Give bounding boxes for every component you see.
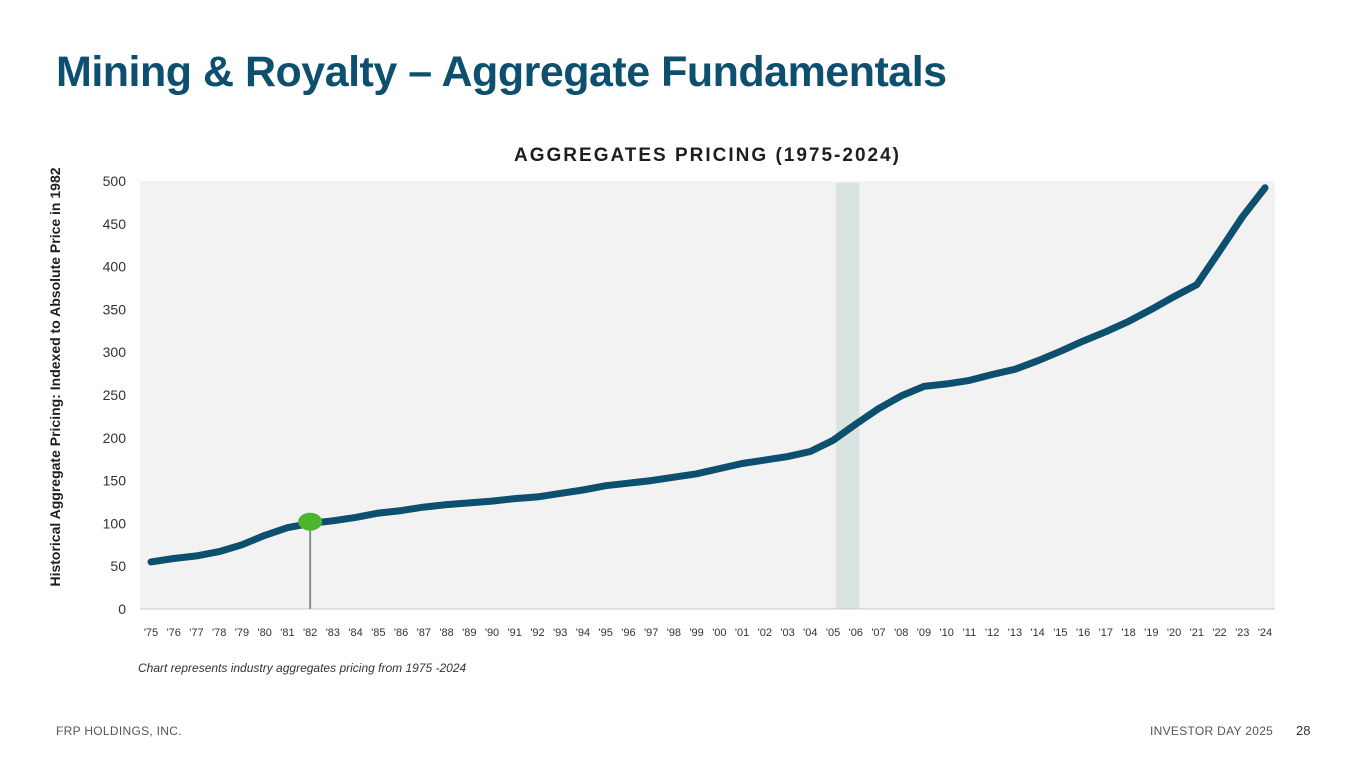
page-number: 28 xyxy=(1296,723,1311,738)
x-tick-label: '81 xyxy=(280,627,294,639)
y-tick-label: 400 xyxy=(103,259,127,275)
x-tick-label: '04 xyxy=(803,627,817,639)
y-tick-label: 450 xyxy=(103,216,127,232)
x-tick-label: '83 xyxy=(326,627,340,639)
x-tick-label: '87 xyxy=(417,627,431,639)
x-tick-label: '88 xyxy=(439,627,453,639)
company-name: FRP HOLDINGS, INC. xyxy=(56,724,182,738)
x-tick-label: '03 xyxy=(780,627,794,639)
y-tick-label: 200 xyxy=(103,430,127,446)
x-tick-label: '85 xyxy=(371,627,385,639)
x-tick-label: '07 xyxy=(871,627,885,639)
chart-note: Chart represents industry aggregates pri… xyxy=(138,661,467,675)
plot-background xyxy=(140,181,1275,609)
x-tick-label: '06 xyxy=(849,627,863,639)
y-tick-label: 350 xyxy=(103,301,127,317)
x-tick-label: '21 xyxy=(1190,627,1204,639)
x-tick-label: '82 xyxy=(303,627,317,639)
y-tick-label: 50 xyxy=(110,558,126,574)
x-tick-label: '23 xyxy=(1235,627,1249,639)
x-tick-label: '24 xyxy=(1258,627,1272,639)
x-tick-label: '13 xyxy=(1008,627,1022,639)
highlight-band xyxy=(836,183,860,609)
x-tick-label: '86 xyxy=(394,627,408,639)
x-tick-label: '92 xyxy=(530,627,544,639)
series-line xyxy=(147,184,1269,566)
x-tick-label: '11 xyxy=(963,627,977,639)
x-tick-label: '02 xyxy=(758,627,772,639)
y-tick-label: 0 xyxy=(118,601,126,617)
x-tick-label: '79 xyxy=(235,627,249,639)
x-tick-label: '76 xyxy=(167,627,181,639)
x-tick-label: '91 xyxy=(508,627,522,639)
x-tick-label: '16 xyxy=(1076,627,1090,639)
x-tick-label: '80 xyxy=(258,627,272,639)
y-tick-label: 500 xyxy=(103,173,127,189)
x-tick-label: '20 xyxy=(1167,627,1181,639)
x-tick-label: '19 xyxy=(1144,627,1158,639)
x-tick-label: '09 xyxy=(917,627,931,639)
x-tick-label: '00 xyxy=(712,627,726,639)
x-tick-label: '98 xyxy=(667,627,681,639)
x-tick-label: '10 xyxy=(940,627,954,639)
marker-dot xyxy=(298,512,323,531)
x-tick-label: '77 xyxy=(189,627,203,639)
x-tick-label: '08 xyxy=(894,627,908,639)
x-tick-label: '97 xyxy=(644,627,658,639)
x-tick-label: '93 xyxy=(553,627,567,639)
x-tick-label: '12 xyxy=(985,627,999,639)
x-tick-label: '05 xyxy=(826,627,840,639)
x-tick-label: '94 xyxy=(576,627,590,639)
x-tick-label: '90 xyxy=(485,627,499,639)
x-tick-label: '18 xyxy=(1121,627,1135,639)
y-tick-label: 150 xyxy=(103,473,127,489)
x-tick-label: '84 xyxy=(348,627,362,639)
x-tick-label: '95 xyxy=(599,627,613,639)
x-tick-label: '89 xyxy=(462,627,476,639)
y-tick-label: 250 xyxy=(103,387,127,403)
x-tick-label: '99 xyxy=(689,627,703,639)
x-tick-label: '22 xyxy=(1212,627,1226,639)
y-tick-label: 300 xyxy=(103,344,127,360)
event-name: INVESTOR DAY 2025 xyxy=(1150,724,1274,738)
chart-title: AGGREGATES PRICING (1975-2024) xyxy=(514,145,901,166)
y-axis-label: Historical Aggregate Pricing: Indexed to… xyxy=(47,167,63,587)
y-tick-label: 100 xyxy=(103,515,127,531)
x-tick-label: '14 xyxy=(1030,627,1044,639)
x-tick-label: '01 xyxy=(735,627,749,639)
x-tick-label: '17 xyxy=(1099,627,1113,639)
x-tick-label: '75 xyxy=(144,627,158,639)
x-tick-label: '78 xyxy=(212,627,226,639)
x-tick-label: '15 xyxy=(1053,627,1067,639)
slide-title: Mining & Royalty – Aggregate Fundamental… xyxy=(56,48,947,96)
x-tick-label: '96 xyxy=(621,627,635,639)
